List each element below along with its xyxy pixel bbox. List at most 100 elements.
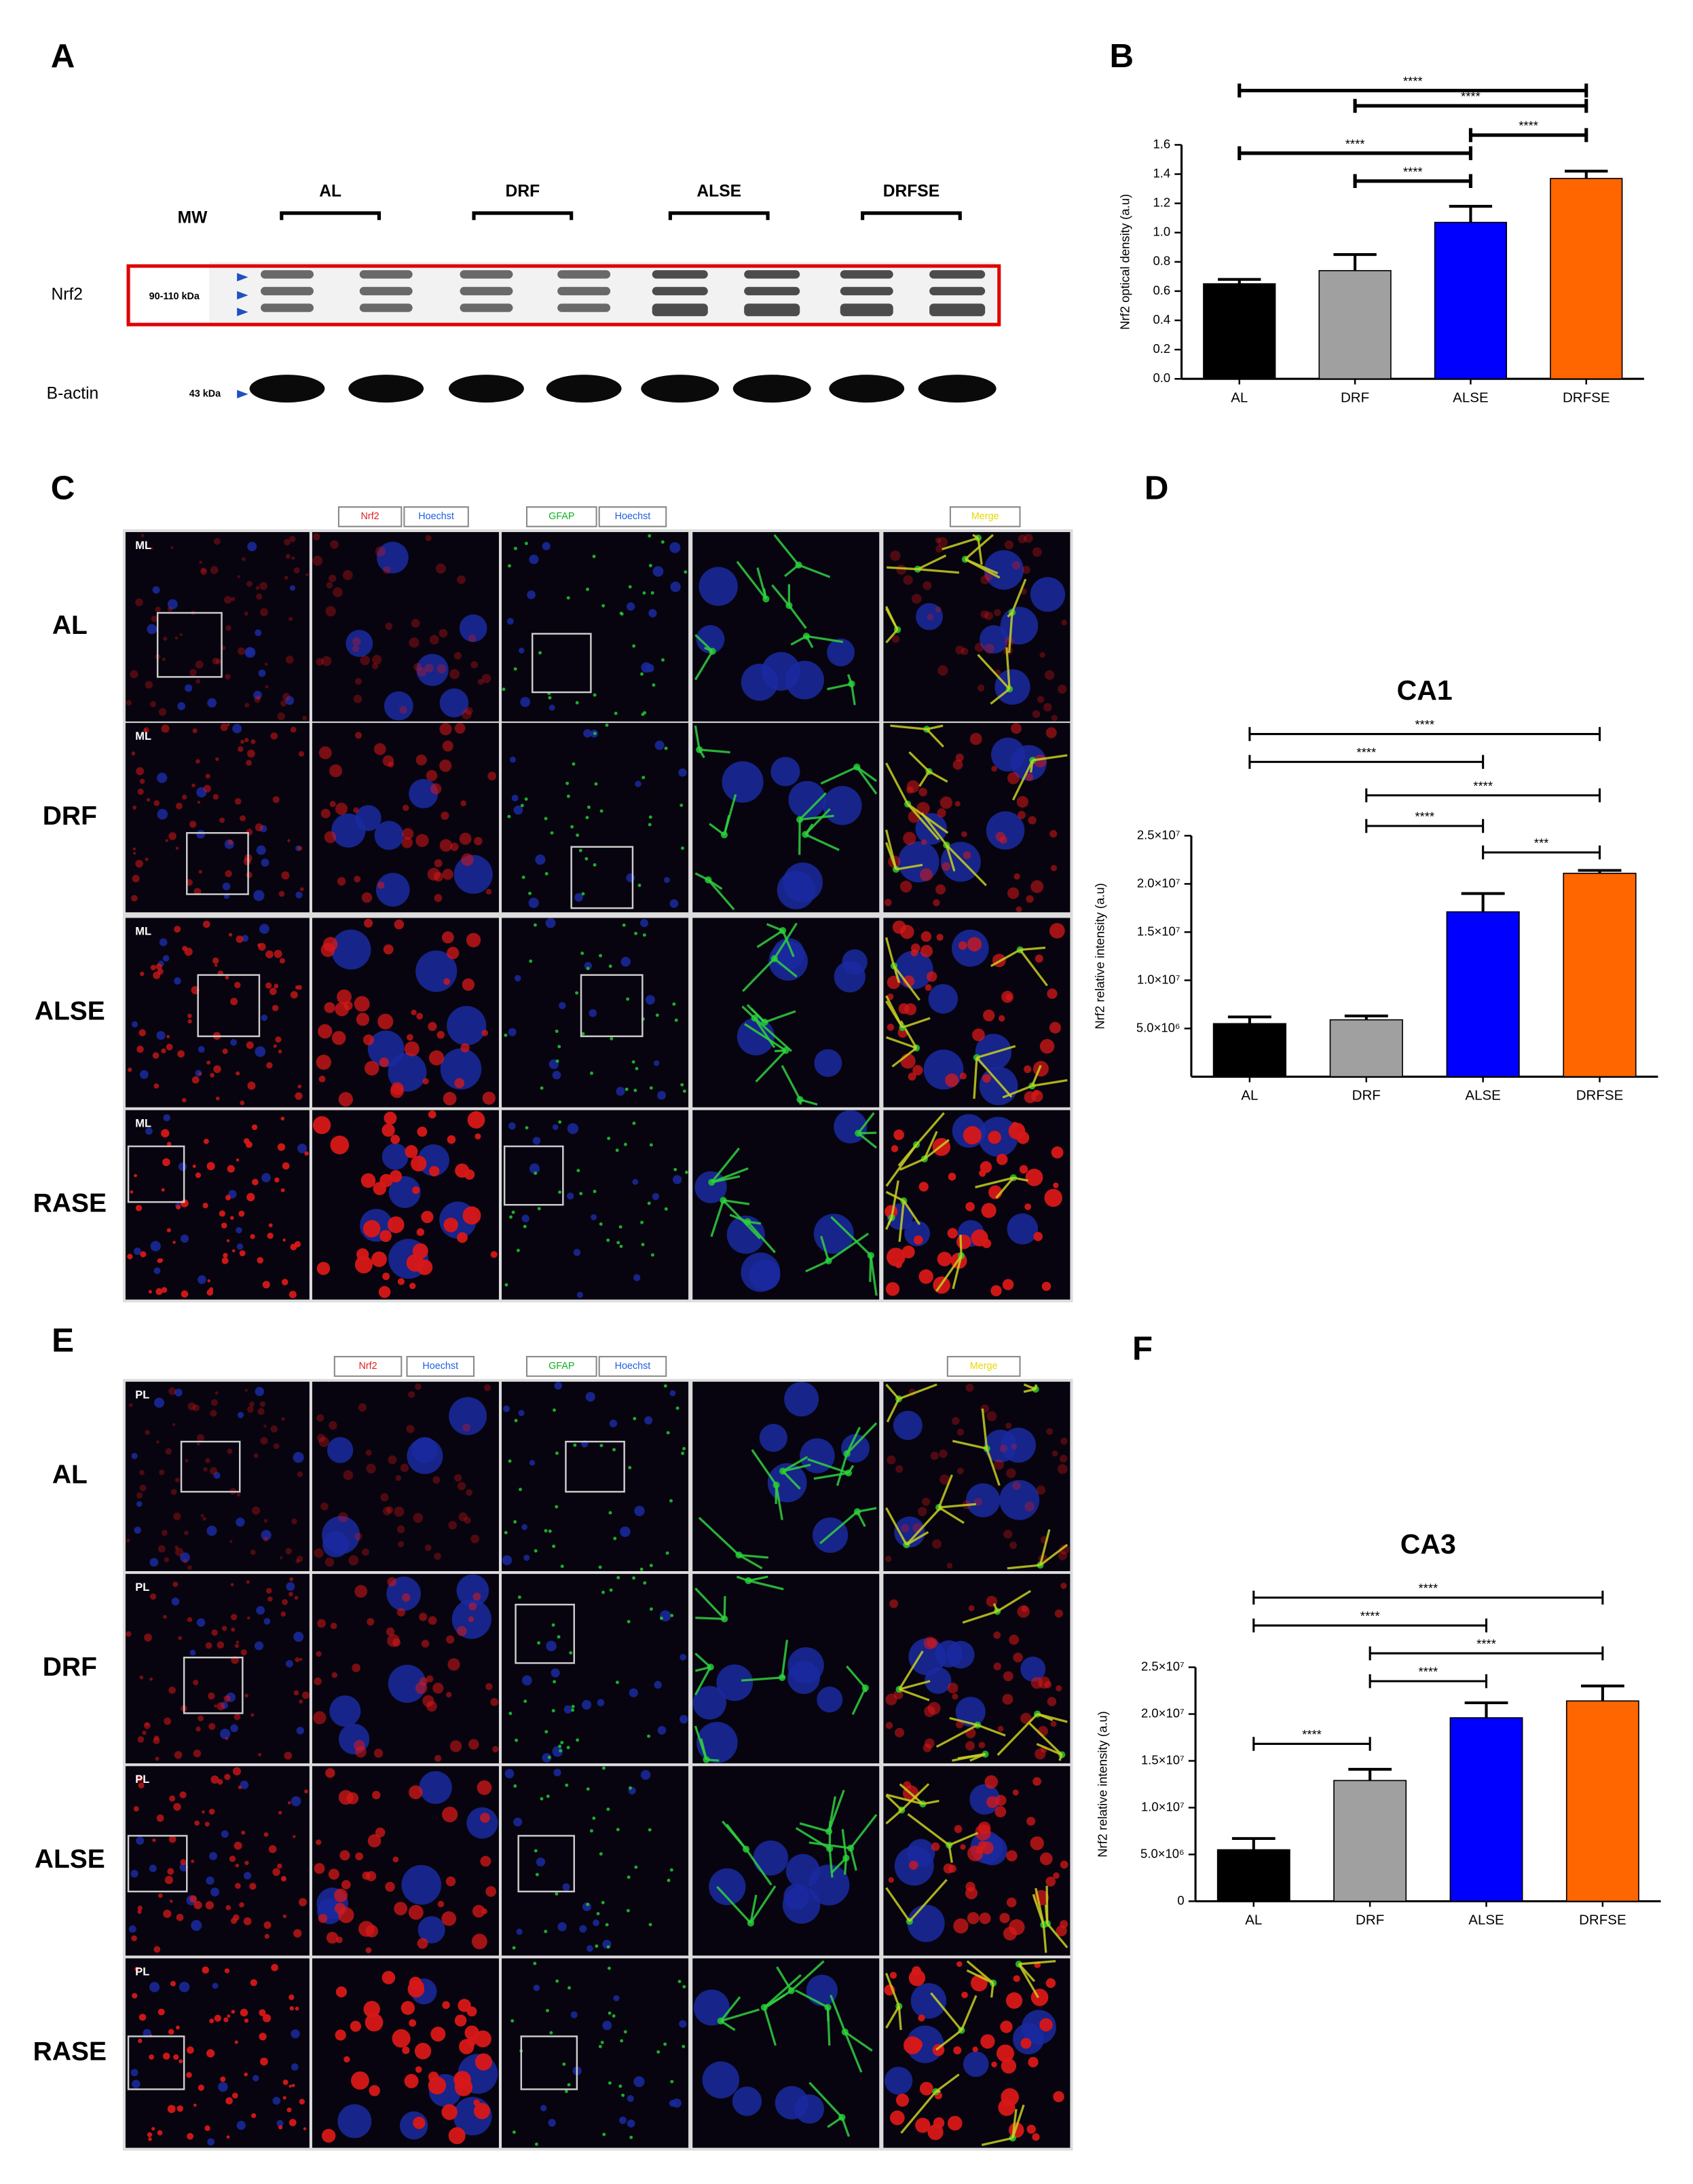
cell-signal bbox=[612, 1448, 616, 1452]
cell-signal bbox=[966, 1483, 1001, 1518]
cell-signal bbox=[589, 1009, 597, 1017]
x-tick-label: AL bbox=[1241, 1088, 1258, 1104]
cell-signal bbox=[382, 1143, 409, 1170]
y-tick-label: 1.4 bbox=[1153, 166, 1170, 180]
cell-signal bbox=[165, 839, 168, 842]
cell-signal bbox=[293, 1632, 304, 1642]
astrocyte-process bbox=[819, 1511, 859, 1545]
cell-signal bbox=[436, 664, 447, 674]
cell-signal bbox=[965, 1741, 975, 1751]
cell-signal bbox=[993, 1459, 1005, 1470]
micrograph bbox=[502, 1381, 689, 1571]
cell-signal bbox=[137, 788, 144, 795]
cell-signal bbox=[377, 542, 409, 573]
cell-signal bbox=[485, 1683, 493, 1691]
cell-signal bbox=[182, 945, 187, 952]
cell-signal bbox=[457, 1232, 468, 1243]
cell-signal bbox=[263, 1921, 272, 1929]
cell-signal bbox=[450, 842, 459, 851]
cell-signal bbox=[270, 732, 278, 740]
astrocyte-process bbox=[729, 1213, 748, 1223]
cell-signal bbox=[967, 937, 982, 952]
cell-signal bbox=[290, 991, 298, 999]
cell-signal bbox=[510, 2019, 515, 2023]
cell-signal bbox=[239, 815, 246, 822]
astrocyte-process bbox=[890, 1180, 899, 1218]
cell-signal bbox=[998, 2098, 1016, 2116]
cell-signal bbox=[1012, 1789, 1019, 1796]
cell-signal bbox=[586, 1902, 590, 1906]
cell-signal bbox=[959, 1072, 967, 1080]
cell-signal bbox=[139, 1470, 145, 1475]
cell-signal bbox=[153, 1083, 160, 1089]
cell-signal bbox=[144, 1633, 152, 1642]
cell-signal bbox=[656, 2050, 661, 2054]
astrocyte-process bbox=[895, 863, 923, 871]
cell-signal bbox=[318, 746, 332, 759]
cell-signal bbox=[343, 1001, 353, 1011]
cell-signal bbox=[513, 1818, 523, 1827]
cell-signal bbox=[538, 651, 542, 655]
cell-signal bbox=[213, 1065, 221, 1074]
cell-signal bbox=[908, 1860, 918, 1870]
cell-signal bbox=[601, 1900, 605, 1904]
cell-signal bbox=[175, 1547, 184, 1556]
cell-signal bbox=[386, 1627, 395, 1636]
cell-signal bbox=[562, 1883, 570, 1891]
cell-signal bbox=[1024, 1203, 1032, 1210]
cell-signal bbox=[329, 1695, 361, 1727]
zoom-box bbox=[127, 1145, 185, 1203]
cell-signal bbox=[663, 2042, 667, 2046]
band-size: 43 kDa bbox=[189, 389, 221, 400]
cell-signal bbox=[217, 1702, 225, 1710]
cell-signal bbox=[458, 1512, 468, 1522]
cell-signal bbox=[367, 1030, 405, 1068]
cell-signal bbox=[195, 660, 204, 669]
cell-signal bbox=[601, 1766, 606, 1770]
cell-signal bbox=[198, 1072, 202, 1076]
cell-signal bbox=[466, 1807, 498, 1839]
cell-signal bbox=[508, 1122, 516, 1130]
cell-signal bbox=[158, 708, 167, 716]
cell-signal bbox=[172, 1581, 179, 1587]
cell-signal bbox=[547, 1755, 551, 1759]
cell-signal bbox=[153, 1946, 161, 1953]
band-arrow bbox=[237, 307, 248, 316]
astrocyte-process bbox=[928, 770, 948, 783]
astrocyte-process bbox=[952, 1752, 986, 1762]
cell-signal bbox=[529, 1163, 540, 1174]
cell-signal bbox=[212, 793, 219, 800]
cell-signal bbox=[608, 964, 612, 968]
cell-signal bbox=[580, 952, 584, 956]
cell-signal bbox=[126, 700, 132, 706]
astrocyte-process bbox=[908, 1879, 948, 1923]
astrocyte-process bbox=[827, 1790, 845, 1832]
cell-signal bbox=[278, 2125, 283, 2130]
cell-signal bbox=[462, 709, 472, 719]
cell-signal bbox=[285, 1659, 293, 1668]
astrocyte-process bbox=[694, 1665, 711, 1672]
cell-signal bbox=[601, 604, 606, 607]
cell-signal bbox=[367, 1618, 375, 1626]
cell-signal bbox=[221, 1830, 229, 1838]
cell-signal bbox=[259, 2009, 266, 2016]
cell-signal bbox=[916, 603, 944, 630]
cell-signal bbox=[1030, 1836, 1044, 1851]
astrocyte-process bbox=[1023, 1388, 1037, 1393]
cell-signal bbox=[669, 2099, 676, 2107]
cell-signal bbox=[132, 1993, 138, 1999]
cell-signal bbox=[441, 1911, 457, 1926]
cell-signal bbox=[563, 1705, 572, 1714]
cell-signal bbox=[136, 1775, 143, 1782]
y-tick-label: 1.0×10⁷ bbox=[1137, 972, 1180, 986]
cell-signal bbox=[527, 590, 536, 599]
cell-signal bbox=[1026, 2124, 1036, 2134]
cell-signal bbox=[335, 2029, 346, 2041]
cell-signal bbox=[342, 570, 353, 580]
cell-signal bbox=[649, 1564, 653, 1568]
cell-signal bbox=[456, 1625, 467, 1636]
cell-signal bbox=[227, 723, 230, 726]
cell-signal bbox=[289, 1592, 293, 1597]
zoom-box bbox=[580, 974, 644, 1038]
channel-label: Hoechst bbox=[615, 1361, 651, 1372]
